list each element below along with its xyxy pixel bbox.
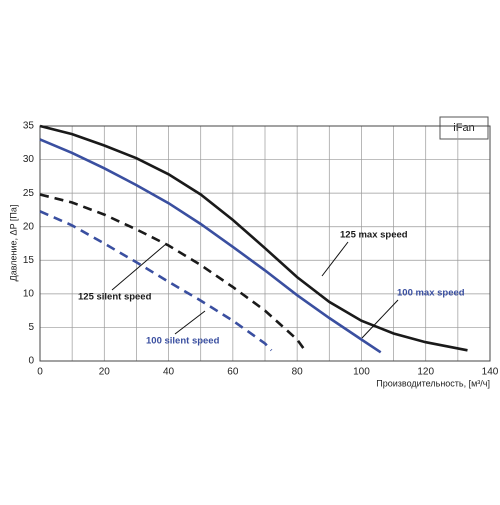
x-tick-label: 140 bbox=[482, 367, 499, 378]
annotation-leader bbox=[361, 299, 399, 339]
series-line bbox=[39, 138, 382, 354]
x-tick-label: 100 bbox=[353, 367, 370, 378]
chart-title: iFan bbox=[453, 122, 474, 134]
series-label: 125 max speed bbox=[340, 230, 408, 241]
annotation-leader bbox=[174, 310, 206, 335]
series-label: 100 silent speed bbox=[146, 336, 220, 347]
y-tick-label: 5 bbox=[28, 322, 34, 333]
series-label: 100 max speed bbox=[397, 288, 465, 299]
y-tick-label: 25 bbox=[23, 188, 35, 199]
y-axis-label: Давление, ΔP [Па] bbox=[8, 205, 18, 282]
x-tick-label: 80 bbox=[292, 367, 304, 378]
series-line bbox=[39, 210, 273, 352]
y-tick-label: 0 bbox=[28, 356, 34, 367]
plot-frame bbox=[39, 125, 491, 362]
x-tick-label: 40 bbox=[163, 367, 175, 378]
x-tick-label: 0 bbox=[37, 367, 43, 378]
x-tick-label: 120 bbox=[417, 367, 434, 378]
y-tick-label: 20 bbox=[23, 221, 35, 232]
y-tick-label: 35 bbox=[23, 121, 35, 132]
title-box bbox=[439, 116, 489, 140]
x-axis-label: Производительность, [м³/ч] bbox=[376, 378, 490, 388]
annotation-leader bbox=[321, 241, 349, 277]
x-tick-label: 20 bbox=[99, 367, 111, 378]
x-tick-label: 60 bbox=[227, 367, 239, 378]
series-label: 125 silent speed bbox=[78, 292, 152, 303]
annotation-leader bbox=[111, 243, 167, 291]
y-tick-label: 15 bbox=[23, 255, 35, 266]
series-line bbox=[39, 124, 468, 352]
y-tick-label: 10 bbox=[23, 288, 35, 299]
y-tick-label: 30 bbox=[23, 154, 35, 165]
series-line bbox=[39, 193, 308, 354]
